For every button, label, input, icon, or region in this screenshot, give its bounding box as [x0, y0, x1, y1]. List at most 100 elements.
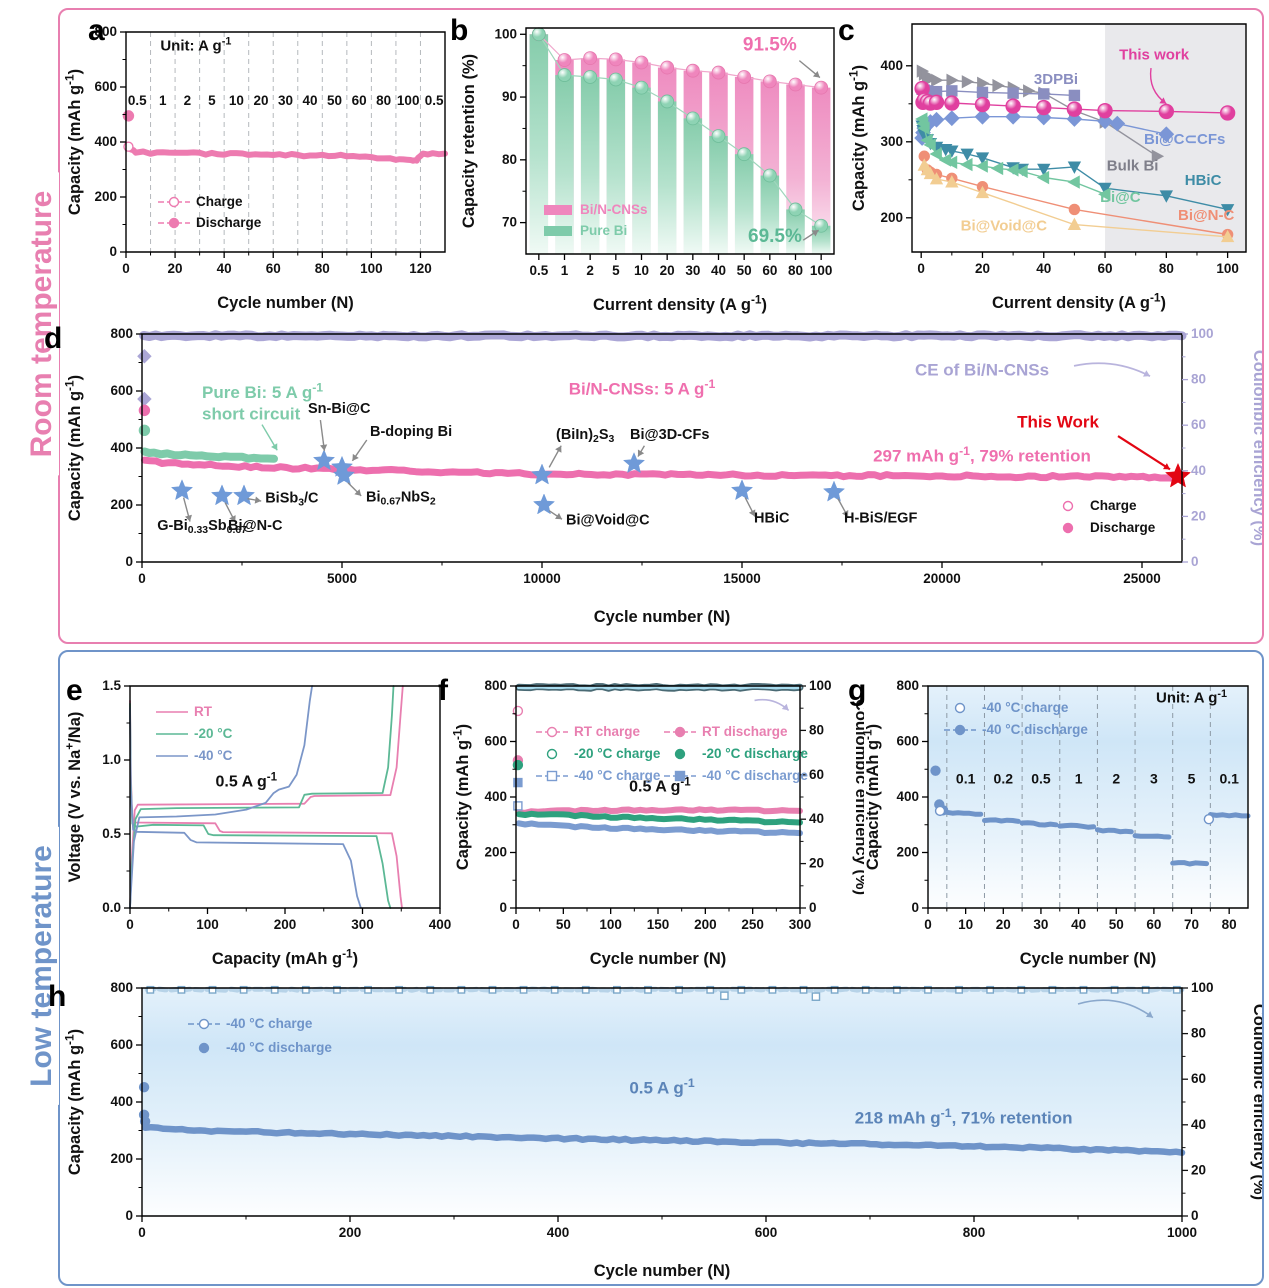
svg-text:Capacity (mAh g-1): Capacity (mAh g-1) [862, 724, 882, 870]
svg-text:Bulk Bi: Bulk Bi [1107, 158, 1159, 175]
svg-text:0.5 A g-1: 0.5 A g-1 [629, 1076, 695, 1097]
svg-text:B-doping Bi: B-doping Bi [370, 424, 452, 440]
svg-text:200: 200 [880, 209, 903, 224]
panel-letter-a: a [88, 14, 105, 47]
panel-f-temperature-cycling-chart: 0.5 A g-10 50 100 150 200 250 3000200400600800… [452, 678, 864, 968]
svg-text:600: 600 [484, 733, 507, 748]
svg-text:200: 200 [94, 189, 117, 204]
svg-text:70: 70 [1184, 917, 1199, 932]
svg-text:20: 20 [975, 261, 990, 276]
svg-text:0.5 A g-1: 0.5 A g-1 [215, 772, 277, 791]
low-temperature-group-box [58, 650, 1264, 1286]
svg-text:Voltage (V vs. Na+/Na): Voltage (V vs. Na+/Na) [64, 712, 84, 883]
svg-text:-20 °C charge: -20 °C charge [574, 746, 661, 761]
svg-text:Bi@Void@C: Bi@Void@C [961, 218, 1048, 235]
svg-text:Bi@C: Bi@C [1100, 189, 1141, 206]
svg-text:20: 20 [809, 855, 824, 870]
svg-text:Bi@N-C: Bi@N-C [1178, 207, 1234, 224]
svg-text:Cycle number (N): Cycle number (N) [590, 950, 727, 968]
svg-text:Pure Bi: 5 A g-1: Pure Bi: 5 A g-1 [202, 381, 323, 402]
svg-text:100: 100 [599, 917, 622, 932]
svg-text:800: 800 [896, 678, 919, 693]
svg-text:5: 5 [208, 93, 216, 108]
svg-text:RT: RT [194, 704, 213, 719]
svg-text:20: 20 [1191, 1162, 1206, 1177]
panel-letter-d: d [44, 322, 63, 355]
svg-text:300: 300 [351, 917, 374, 932]
svg-text:15000: 15000 [723, 571, 761, 586]
svg-text:100: 100 [809, 678, 832, 693]
svg-text:50: 50 [737, 263, 752, 278]
svg-text:40: 40 [303, 93, 318, 108]
svg-text:80: 80 [788, 263, 803, 278]
svg-text:0.5: 0.5 [128, 93, 147, 108]
svg-text:Discharge: Discharge [1090, 520, 1156, 535]
svg-text:1.5: 1.5 [102, 678, 121, 693]
svg-text:100: 100 [397, 93, 420, 108]
svg-text:100: 100 [494, 26, 517, 41]
svg-text:Bi@C⊂CFs: Bi@C⊂CFs [1144, 131, 1225, 148]
svg-text:70: 70 [502, 214, 517, 229]
svg-text:5: 5 [1188, 771, 1196, 787]
svg-text:30: 30 [685, 263, 700, 278]
svg-text:Pure Bi: Pure Bi [580, 223, 627, 238]
room-temperature-group-box [58, 8, 1264, 644]
panel-d-long-cycling-chart: Pure Bi: 5 A g-1 short circuit Sn-Bi@C B-do… [64, 326, 1262, 626]
svg-text:400: 400 [94, 134, 117, 149]
svg-text:2: 2 [586, 263, 594, 278]
svg-text:30: 30 [1033, 917, 1048, 932]
svg-text:1: 1 [1075, 771, 1083, 787]
svg-text:short circuit: short circuit [202, 405, 301, 424]
svg-text:Cycle number (N): Cycle number (N) [217, 294, 354, 312]
svg-text:0: 0 [1191, 554, 1199, 569]
svg-text:40: 40 [1036, 261, 1051, 276]
svg-text:-40 °C charge: -40 °C charge [226, 1016, 313, 1031]
svg-text:20: 20 [1191, 508, 1206, 523]
svg-text:40: 40 [1191, 462, 1206, 477]
panel-letter-g: g [848, 674, 867, 707]
svg-text:0.0: 0.0 [102, 900, 121, 915]
svg-text:10: 10 [634, 263, 649, 278]
svg-text:80: 80 [1191, 371, 1206, 386]
panel-letter-b: b [450, 14, 469, 47]
svg-text:20: 20 [996, 917, 1011, 932]
svg-text:CE of Bi/N-CNSs: CE of Bi/N-CNSs [915, 360, 1049, 379]
svg-text:100: 100 [196, 917, 219, 932]
svg-text:-40 °C discharge: -40 °C discharge [702, 768, 808, 783]
svg-text:This Work: This Work [1017, 412, 1099, 431]
panel-c-rate-comparison-chart: 3DPBi This work Bi@C⊂CFs Bulk Bi HBiC Bi@C Bi@… [848, 23, 1247, 312]
svg-text:Sn-Bi@C: Sn-Bi@C [308, 401, 371, 417]
svg-text:50: 50 [1109, 917, 1124, 932]
svg-text:200: 200 [694, 917, 717, 932]
svg-text:Capacity (mAh g-1): Capacity (mAh g-1) [64, 69, 84, 215]
svg-text:0: 0 [911, 900, 919, 915]
svg-text:80: 80 [1222, 917, 1237, 932]
svg-text:50: 50 [327, 93, 342, 108]
svg-text:-40 °C discharge: -40 °C discharge [982, 722, 1088, 737]
svg-text:80: 80 [502, 151, 517, 166]
svg-text:HBiC: HBiC [1185, 172, 1222, 189]
svg-text:40: 40 [1191, 1116, 1206, 1131]
svg-text:Coulombic efficiency (%): Coulombic efficiency (%) [852, 699, 864, 895]
low-temperature-label: Low temperature [25, 827, 59, 1105]
svg-text:Capacity (mAh g-1): Capacity (mAh g-1) [64, 375, 84, 521]
svg-text:1: 1 [159, 93, 167, 108]
svg-text:Charge: Charge [196, 194, 243, 209]
svg-text:200: 200 [896, 844, 919, 859]
svg-text:0.5: 0.5 [425, 93, 444, 108]
svg-text:Coulombic efficiency (%): Coulombic efficiency (%) [1250, 350, 1262, 546]
svg-text:100: 100 [1191, 980, 1214, 995]
svg-text:Cycle number (N): Cycle number (N) [594, 1262, 731, 1280]
svg-text:200: 200 [339, 1225, 362, 1240]
svg-text:-40 °C charge: -40 °C charge [982, 700, 1069, 715]
svg-text:G-Bi0.33Sb0.67: G-Bi0.33Sb0.67 [157, 518, 247, 536]
svg-text:BiSb3/C: BiSb3/C [265, 491, 319, 509]
svg-text:60: 60 [266, 261, 281, 276]
panel-letter-c: c [838, 14, 855, 47]
svg-text:Current density (A g-1): Current density (A g-1) [593, 293, 767, 314]
svg-text:400: 400 [896, 789, 919, 804]
svg-text:0: 0 [109, 244, 117, 259]
svg-text:30: 30 [278, 93, 293, 108]
svg-text:Unit: A g-1: Unit: A g-1 [160, 36, 231, 55]
